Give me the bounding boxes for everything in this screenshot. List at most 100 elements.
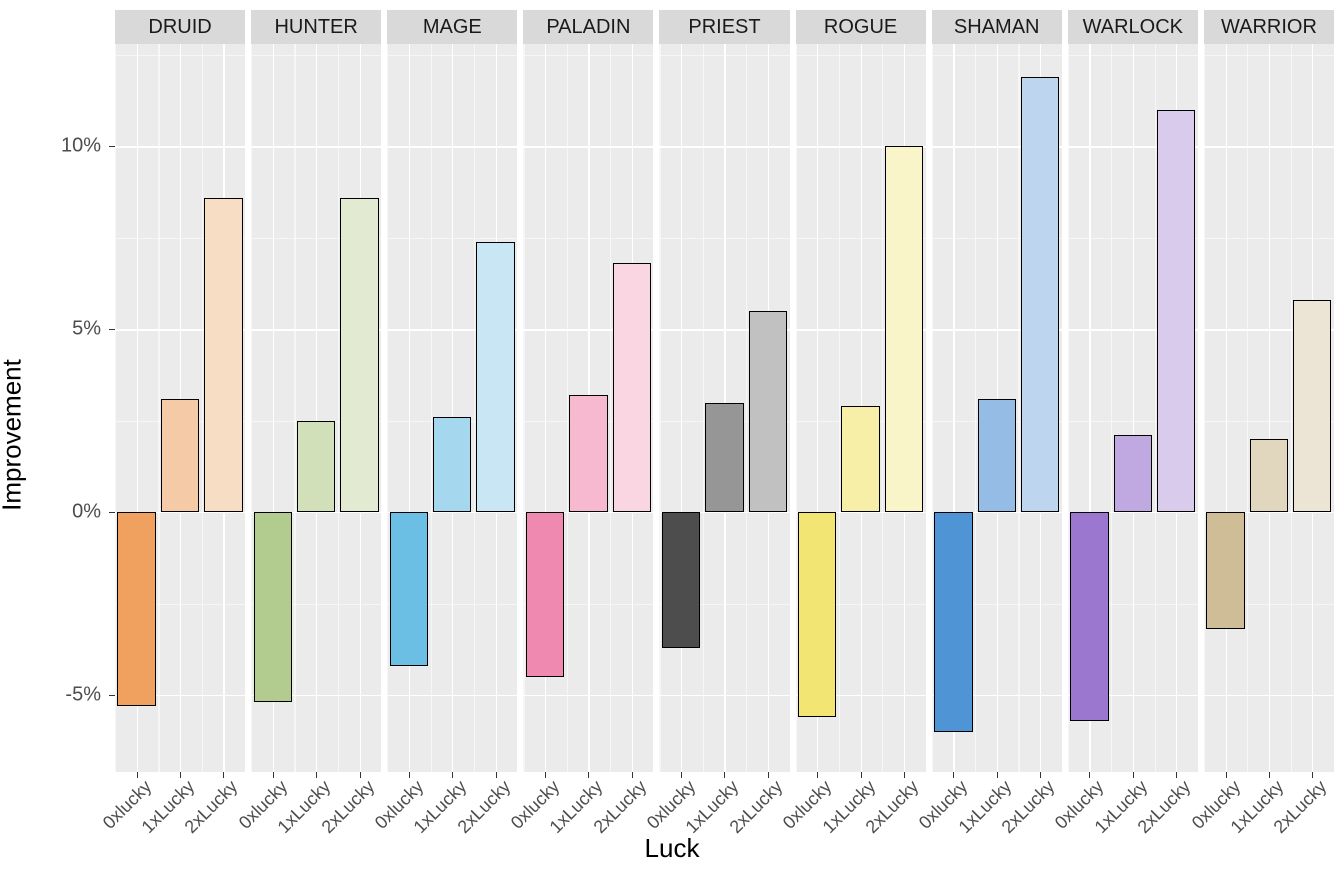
y-tick-label: 10% bbox=[61, 135, 115, 158]
gridline-v-minor bbox=[790, 44, 791, 772]
facet-panel: -5%0%5%10%0xlucky1xLucky2xLucky bbox=[115, 44, 245, 772]
facet-paladin: PALADIN0xlucky1xLucky2xLucky bbox=[523, 10, 653, 772]
gridline-v-minor bbox=[1018, 44, 1019, 772]
gridline-v-minor bbox=[202, 44, 203, 772]
bar bbox=[613, 263, 651, 512]
facet-warlock: WARLOCK0xlucky1xLucky2xLucky bbox=[1068, 10, 1198, 772]
facet-strip: MAGE bbox=[387, 10, 517, 44]
gridline-v-minor bbox=[387, 44, 388, 772]
gridline-v-minor bbox=[1334, 44, 1335, 772]
gridline-v-minor bbox=[517, 44, 518, 772]
gridline-v bbox=[452, 44, 453, 772]
gridline-v bbox=[1226, 44, 1227, 772]
bar bbox=[749, 311, 787, 512]
facet-panel: 0xlucky1xLucky2xLucky bbox=[387, 44, 517, 772]
bar bbox=[569, 395, 607, 512]
facet-warrior: WARRIOR0xlucky1xLucky2xLucky bbox=[1204, 10, 1334, 772]
facet-mage: MAGE0xlucky1xLucky2xLucky bbox=[387, 10, 517, 772]
gridline-v-minor bbox=[932, 44, 933, 772]
facet-panel: 0xlucky1xLucky2xLucky bbox=[523, 44, 653, 772]
bar bbox=[476, 242, 514, 513]
facet-panel: 0xlucky1xLucky2xLucky bbox=[251, 44, 381, 772]
y-tick-mark bbox=[109, 695, 115, 696]
gridline-v-minor bbox=[1062, 44, 1063, 772]
gridline-v-minor bbox=[703, 44, 704, 772]
gridline-v-minor bbox=[926, 44, 927, 772]
gridline-v-minor bbox=[251, 44, 252, 772]
gridline-v-minor bbox=[1247, 44, 1248, 772]
gridline-v-minor bbox=[796, 44, 797, 772]
facet-panel: 0xlucky1xLucky2xLucky bbox=[796, 44, 926, 772]
bar bbox=[161, 399, 199, 512]
chart-container: Improvement Luck DRUID-5%0%5%10%0xlucky1… bbox=[0, 0, 1344, 870]
gridline-v bbox=[316, 44, 317, 772]
bar bbox=[390, 512, 428, 666]
bar bbox=[204, 198, 242, 513]
gridline-v-minor bbox=[1068, 44, 1069, 772]
facet-strip: WARLOCK bbox=[1068, 10, 1198, 44]
gridline-v-minor bbox=[1198, 44, 1199, 772]
gridline-v-minor bbox=[610, 44, 611, 772]
gridline-v-minor bbox=[659, 44, 660, 772]
facet-strip: HUNTER bbox=[251, 10, 381, 44]
x-axis-title: Luck bbox=[645, 833, 700, 864]
facet-panel: 0xlucky1xLucky2xLucky bbox=[932, 44, 1062, 772]
bar bbox=[117, 512, 155, 706]
gridline-v-minor bbox=[245, 44, 246, 772]
gridline-v-minor bbox=[1111, 44, 1112, 772]
bar bbox=[254, 512, 292, 702]
facet-strip: WARRIOR bbox=[1204, 10, 1334, 44]
bar bbox=[1114, 435, 1152, 512]
bar bbox=[1206, 512, 1244, 629]
gridline-v-minor bbox=[839, 44, 840, 772]
facet-priest: PRIEST0xlucky1xLucky2xLucky bbox=[659, 10, 789, 772]
facet-hunter: HUNTER0xlucky1xLucky2xLucky bbox=[251, 10, 381, 772]
bar bbox=[340, 198, 378, 513]
bar bbox=[1250, 439, 1288, 512]
bar bbox=[978, 399, 1016, 512]
facet-druid: DRUID-5%0%5%10%0xlucky1xLucky2xLucky bbox=[115, 10, 245, 772]
gridline-v-minor bbox=[381, 44, 382, 772]
facet-strip: ROGUE bbox=[796, 10, 926, 44]
gridline-v-minor bbox=[158, 44, 159, 772]
bar bbox=[1070, 512, 1108, 721]
bar bbox=[798, 512, 836, 717]
y-tick-label: -5% bbox=[65, 684, 115, 707]
gridline-v-minor bbox=[338, 44, 339, 772]
gridline-v-minor bbox=[294, 44, 295, 772]
bar bbox=[1293, 300, 1331, 512]
bar bbox=[841, 406, 879, 512]
plot-area: DRUID-5%0%5%10%0xlucky1xLucky2xLuckyHUNT… bbox=[115, 10, 1334, 772]
facet-panel: 0xlucky1xLucky2xLucky bbox=[659, 44, 789, 772]
y-axis-title: Improvement bbox=[0, 359, 28, 511]
gridline-v-minor bbox=[1291, 44, 1292, 772]
bar bbox=[1021, 77, 1059, 512]
facet-panel: 0xlucky1xLucky2xLucky bbox=[1204, 44, 1334, 772]
gridline-v-minor bbox=[882, 44, 883, 772]
bar bbox=[934, 512, 972, 731]
gridline-v bbox=[1133, 44, 1134, 772]
facet-shaman: SHAMAN0xlucky1xLucky2xLucky bbox=[932, 10, 1062, 772]
bar bbox=[433, 417, 471, 512]
gridline-v-minor bbox=[567, 44, 568, 772]
gridline-v bbox=[1269, 44, 1270, 772]
bar bbox=[885, 146, 923, 512]
gridline-v-minor bbox=[431, 44, 432, 772]
facet-strip: PRIEST bbox=[659, 10, 789, 44]
y-tick-mark bbox=[109, 146, 115, 147]
gridline-v-minor bbox=[653, 44, 654, 772]
bar bbox=[1157, 110, 1195, 512]
gridline-v-minor bbox=[746, 44, 747, 772]
facet-strip: PALADIN bbox=[523, 10, 653, 44]
gridline-v-minor bbox=[1204, 44, 1205, 772]
gridline-v-minor bbox=[474, 44, 475, 772]
gridline-v-minor bbox=[975, 44, 976, 772]
facet-strip: DRUID bbox=[115, 10, 245, 44]
facet-strip: SHAMAN bbox=[932, 10, 1062, 44]
y-tick-mark bbox=[109, 329, 115, 330]
facet-panel: 0xlucky1xLucky2xLucky bbox=[1068, 44, 1198, 772]
bar bbox=[705, 403, 743, 513]
bar bbox=[297, 421, 335, 512]
gridline-v-minor bbox=[1155, 44, 1156, 772]
bar bbox=[526, 512, 564, 677]
